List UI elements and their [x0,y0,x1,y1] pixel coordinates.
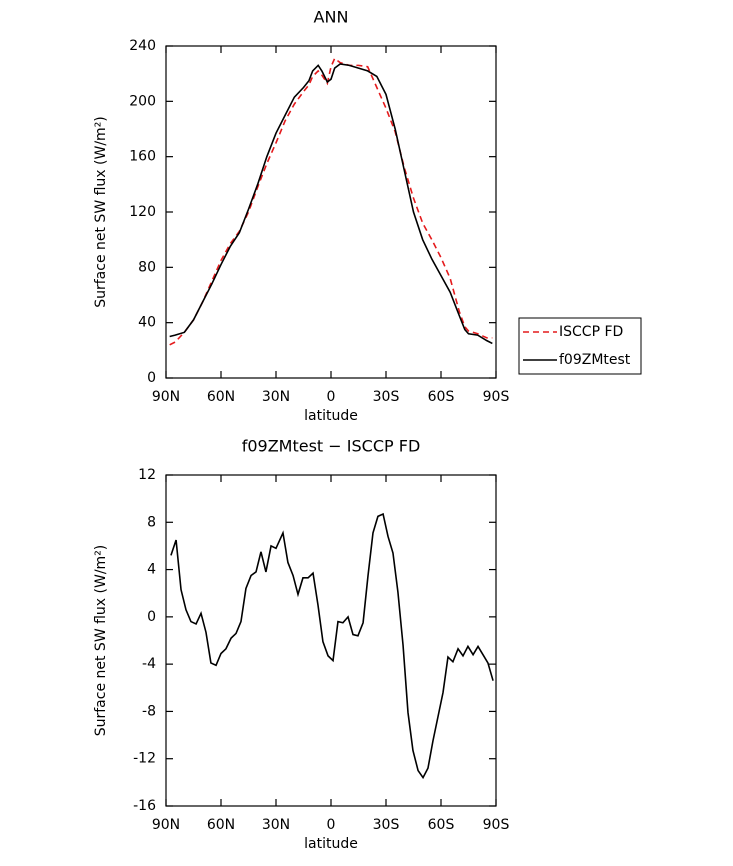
x-tick-label: 90N [152,389,180,405]
chart-title: f09ZMtest − ISCCP FD [242,437,421,456]
legend-label: f09ZMtest [559,352,631,368]
y-tick-label: 40 [138,315,156,331]
x-tick-label: 30N [262,389,290,405]
x-tick-label: 0 [327,817,336,833]
x-tick-label: 90N [152,817,180,833]
y-tick-label: 8 [147,514,156,530]
y-tick-label: 12 [138,467,156,483]
y-tick-label: 0 [147,370,156,386]
data-line [169,57,493,346]
y-tick-label: -8 [142,703,156,719]
y-tick-label: 200 [129,93,156,109]
y-tick-label: 120 [129,204,156,220]
x-tick-label: 60S [428,389,455,405]
x-axis-label: latitude [304,408,358,424]
y-tick-label: -16 [133,798,156,814]
data-line [169,63,493,345]
y-axis-label: Surface net SW flux (W/m²) [93,116,109,308]
y-tick-label: 0 [147,609,156,625]
x-tick-label: 0 [327,389,336,405]
y-tick-label: 4 [147,562,156,578]
legend-label: ISCCP FD [559,324,623,340]
x-axis-label: latitude [304,836,358,852]
x-tick-label: 30S [373,389,400,405]
x-tick-label: 60N [207,817,235,833]
y-axis-label: Surface net SW flux (W/m²) [93,545,109,737]
y-tick-label: 240 [129,38,156,54]
plot-frame [165,45,497,379]
x-tick-label: 60N [207,389,235,405]
x-tick-label: 30N [262,817,290,833]
x-tick-label: 90S [483,389,510,405]
y-tick-label: 80 [138,259,156,275]
legend-box [518,317,642,375]
x-tick-label: 30S [373,817,400,833]
y-tick-label: 160 [129,149,156,165]
chart-title: ANN [314,8,349,27]
y-tick-label: -12 [133,751,156,767]
x-tick-label: 60S [428,817,455,833]
y-tick-label: -4 [142,656,156,672]
data-line [170,512,494,780]
x-tick-label: 90S [483,817,510,833]
plot-frame [165,474,497,807]
